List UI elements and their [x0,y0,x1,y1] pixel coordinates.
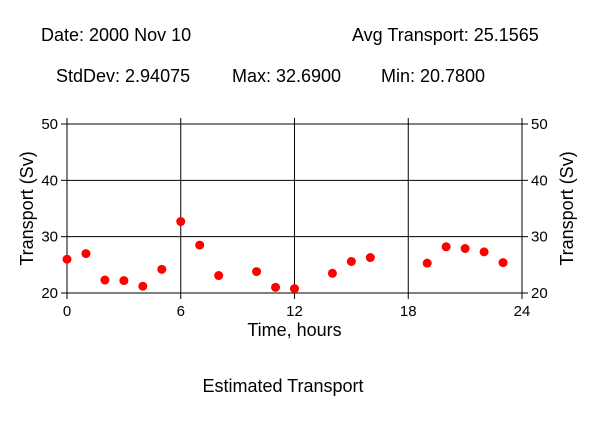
y-tick-label-left: 30 [41,229,58,246]
data-point [195,240,205,250]
data-point [81,249,91,259]
y-tick-label-left: 20 [41,285,58,302]
x-tick-label: 24 [514,303,531,320]
x-tick-label: 18 [400,303,417,320]
data-point [100,275,110,285]
data-point [176,217,186,227]
data-point [460,243,470,253]
data-point [441,242,451,252]
data-point [346,256,356,266]
x-tick-label: 0 [63,303,71,320]
max-label: Max: 32.6900 [232,66,342,86]
data-point [62,254,72,264]
data-point [271,282,281,292]
data-points [62,217,508,294]
x-axis-title: Time, hours [247,320,341,340]
grid-lines [67,124,522,293]
y-tick-label-left: 50 [41,116,58,133]
y-axis-title-left: Transport (Sv) [17,151,37,265]
y-tick-label-left: 40 [41,172,58,189]
data-point [365,253,375,263]
data-point [119,276,129,286]
data-point [479,247,489,257]
avg-transport-label: Avg Transport: 25.1565 [352,25,539,45]
date-label: Date: 2000 Nov 10 [41,25,192,45]
y-tick-label-right: 30 [531,229,548,246]
stddev-label: StdDev: 2.94075 [56,66,191,86]
data-point [157,264,167,274]
data-point [327,268,337,278]
data-point [498,258,508,268]
data-point [422,258,432,268]
chart-caption: Estimated Transport [202,376,364,396]
y-tick-label-right: 40 [531,172,548,189]
y-tick-label-right: 20 [531,285,548,302]
x-tick-label: 6 [177,303,185,320]
data-point [138,281,148,291]
x-tick-label: 12 [286,303,303,320]
data-point [290,284,299,294]
data-point [214,271,224,281]
data-point [252,267,262,277]
y-tick-label-right: 50 [531,116,548,133]
min-label: Min: 20.7800 [381,66,486,86]
y-axis-title-right: Transport (Sv) [557,151,577,265]
